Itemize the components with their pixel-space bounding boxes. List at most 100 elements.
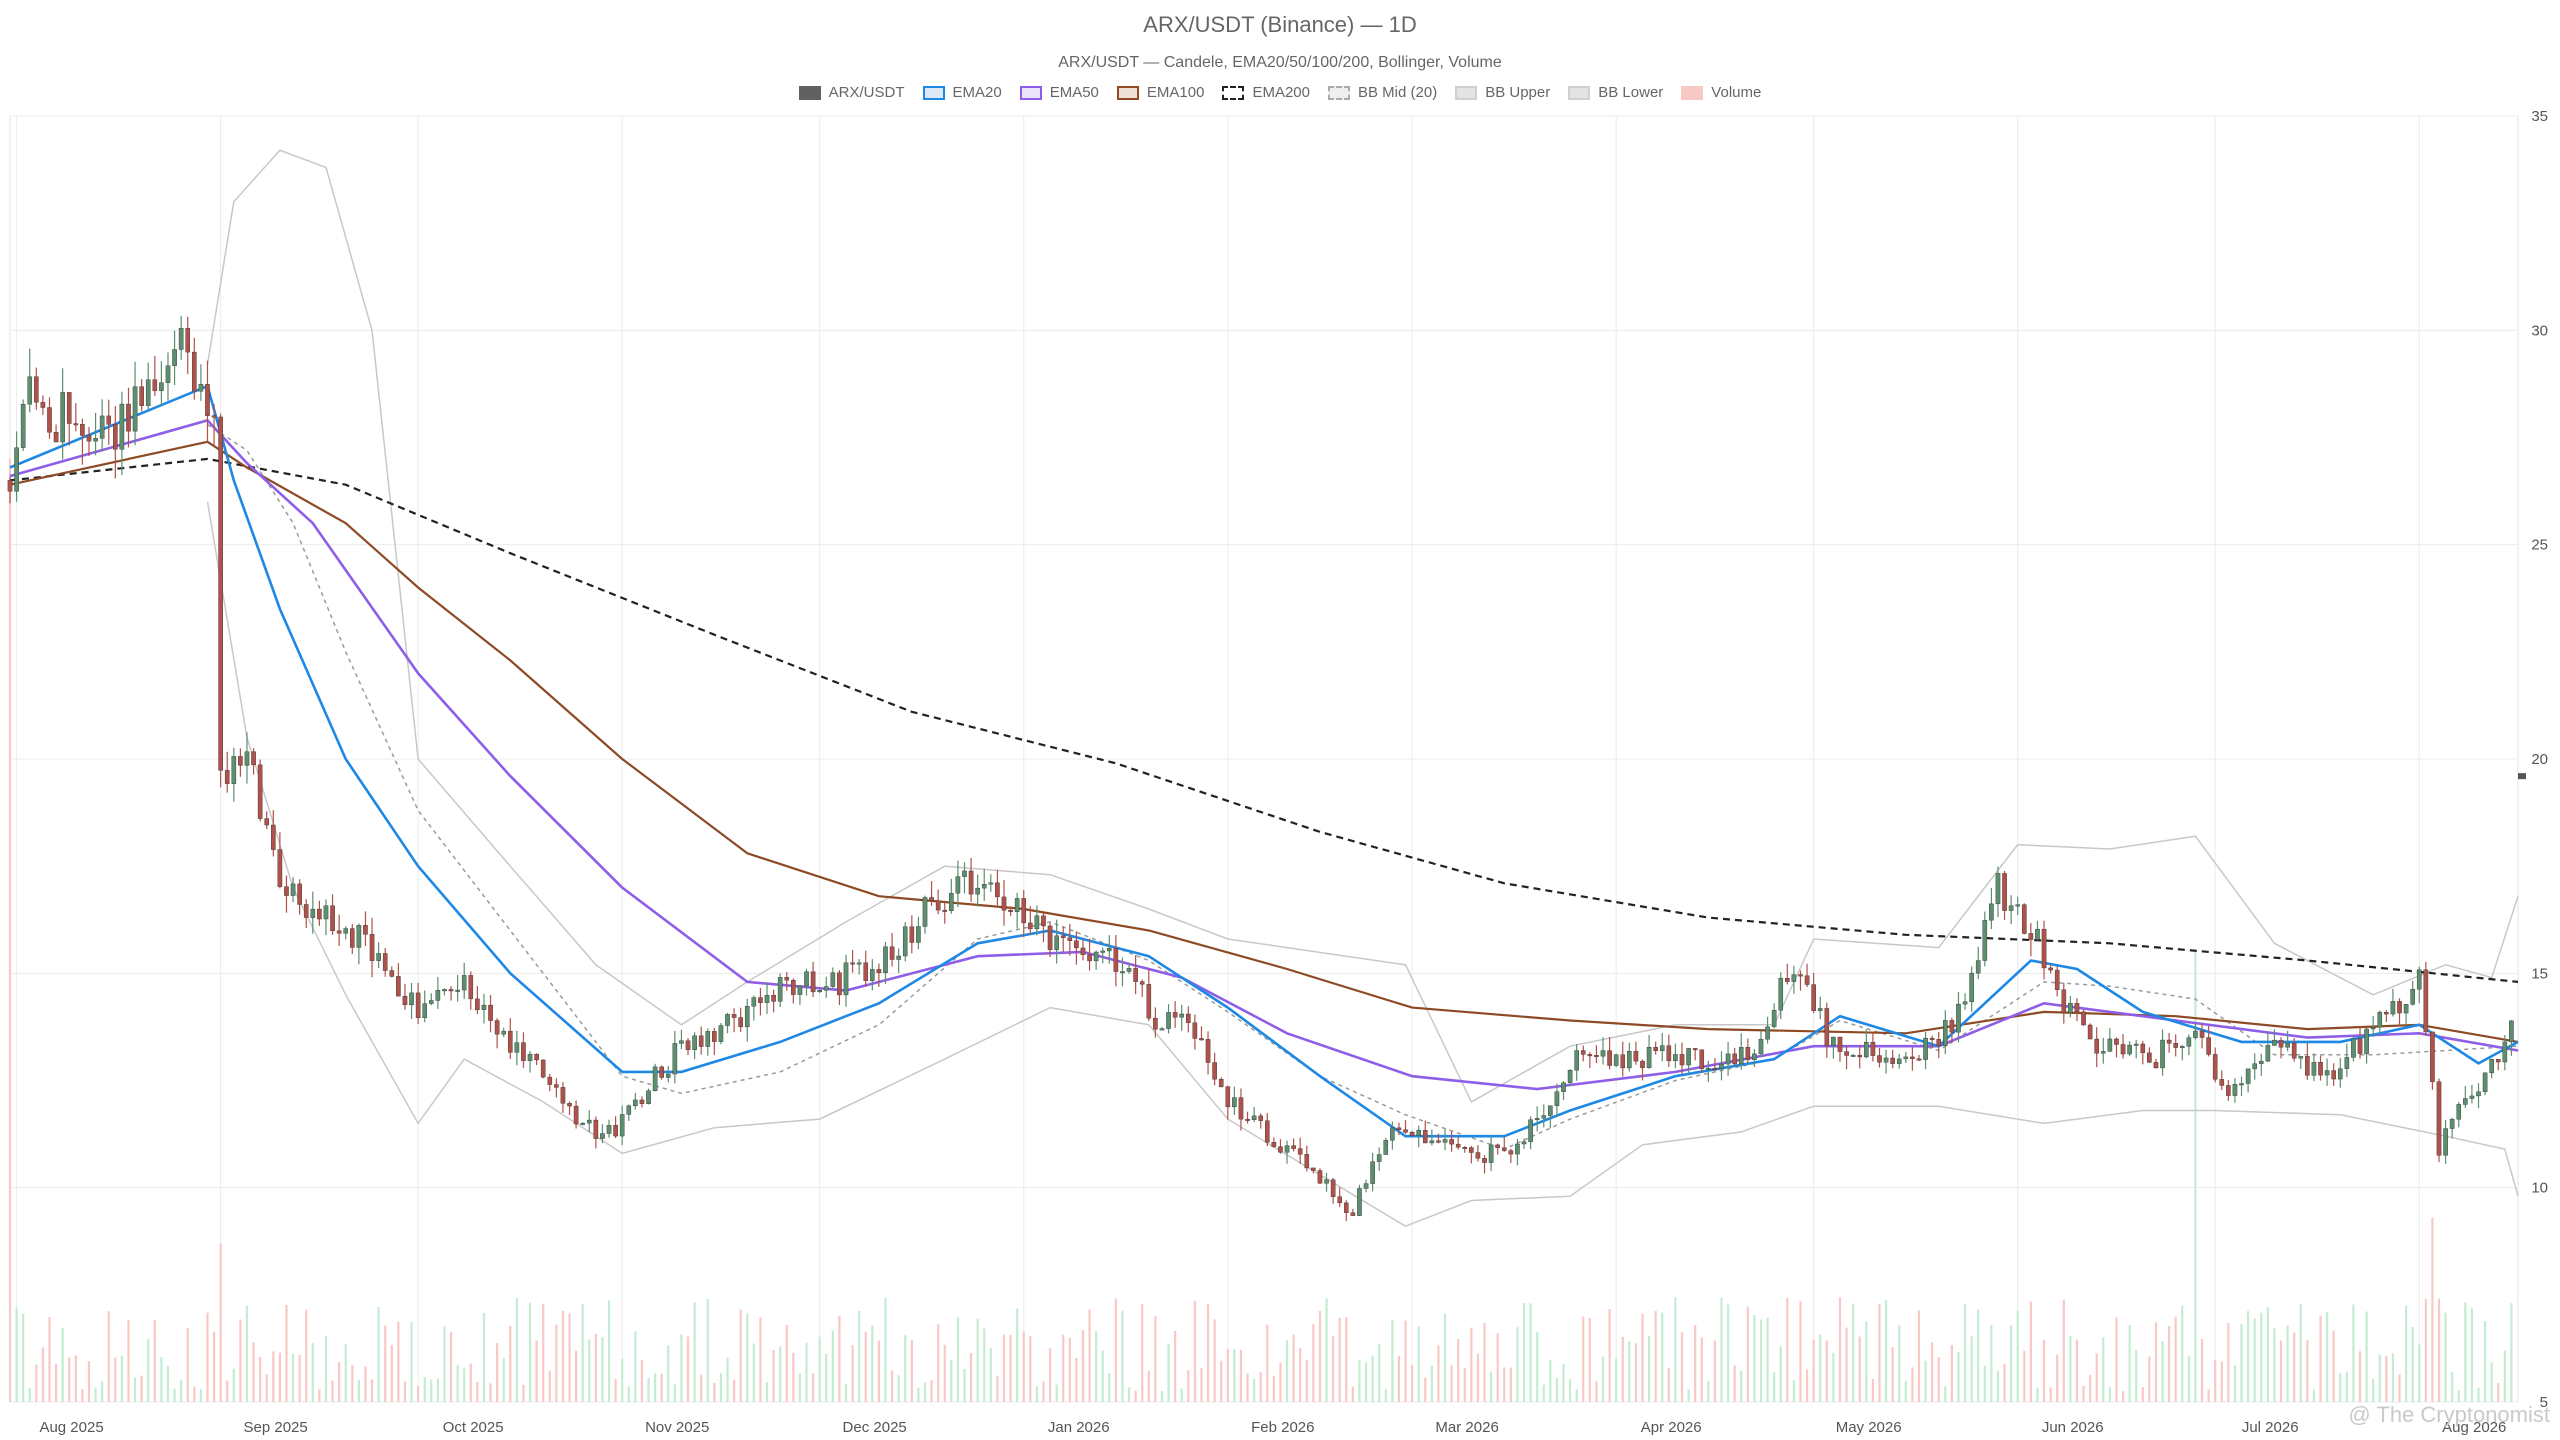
candle-body bbox=[817, 990, 822, 993]
candle-body bbox=[303, 904, 309, 918]
candle bbox=[817, 987, 822, 994]
legend-item-ema200[interactable]: EMA200 bbox=[1222, 84, 1310, 101]
legend-item-volume[interactable]: Volume bbox=[1681, 84, 1761, 101]
candle bbox=[1745, 1038, 1751, 1064]
volume-bar bbox=[390, 1344, 393, 1402]
candle bbox=[1567, 1069, 1573, 1086]
candle bbox=[2298, 1056, 2304, 1069]
candle-body bbox=[554, 1084, 559, 1088]
candle bbox=[2489, 1058, 2494, 1079]
candle bbox=[1146, 969, 1152, 1021]
candle-body bbox=[1422, 1130, 1428, 1144]
candle-body bbox=[731, 1014, 737, 1018]
candle bbox=[2324, 1058, 2330, 1086]
candle bbox=[2226, 1079, 2231, 1101]
candle bbox=[1390, 1121, 1395, 1150]
candle-body bbox=[475, 998, 480, 1010]
candle bbox=[679, 1029, 684, 1050]
candle-body bbox=[2166, 1039, 2172, 1044]
volume-bar bbox=[1391, 1320, 1394, 1402]
candle bbox=[2416, 966, 2422, 1004]
volume-bar bbox=[700, 1374, 703, 1402]
candle bbox=[797, 984, 803, 1005]
candle-body bbox=[264, 818, 270, 826]
candle bbox=[2344, 1043, 2350, 1077]
volume-bar bbox=[693, 1302, 696, 1402]
candle bbox=[547, 1073, 553, 1092]
candle-body bbox=[73, 423, 79, 426]
candle-body bbox=[2041, 928, 2047, 969]
candle-body bbox=[889, 946, 895, 960]
volume-bar bbox=[1299, 1347, 1302, 1402]
candle bbox=[363, 911, 368, 946]
volume-bar bbox=[2339, 1373, 2342, 1402]
candle bbox=[2272, 1029, 2277, 1046]
volume-bar bbox=[2056, 1354, 2059, 1402]
legend-item-ema20[interactable]: EMA20 bbox=[922, 84, 1002, 101]
candle-body bbox=[2463, 1098, 2468, 1105]
candle bbox=[34, 367, 39, 410]
volume-bar bbox=[858, 1310, 861, 1402]
candle-body bbox=[1199, 1038, 1204, 1041]
candle bbox=[1008, 906, 1013, 916]
candle bbox=[981, 868, 987, 901]
volume-bar bbox=[1766, 1317, 1769, 1402]
candle bbox=[1903, 1051, 1909, 1063]
volume-bar bbox=[1397, 1356, 1401, 1402]
candle bbox=[2430, 1031, 2435, 1090]
candle bbox=[27, 348, 33, 413]
legend-item-bb-lower[interactable]: BB Lower bbox=[1568, 84, 1663, 101]
candle bbox=[876, 963, 882, 987]
x-tick-label: Aug 2025 bbox=[39, 1419, 103, 1436]
legend-item-bb-upper[interactable]: BB Upper bbox=[1455, 84, 1550, 101]
legend-item-bb-mid-20[interactable]: BB Mid (20) bbox=[1328, 84, 1437, 101]
candle-body bbox=[896, 955, 901, 960]
volume-bar bbox=[2372, 1378, 2375, 1402]
candle-body bbox=[1929, 1037, 1935, 1040]
volume-bar bbox=[1351, 1386, 1354, 1402]
candle-body bbox=[1153, 1017, 1158, 1030]
candle-body bbox=[1225, 1086, 1231, 1108]
candle-body bbox=[2087, 1024, 2093, 1040]
volume-bar bbox=[989, 1347, 992, 1402]
candle bbox=[1100, 947, 1106, 964]
volume-bar bbox=[1062, 1334, 1065, 1402]
candle bbox=[442, 988, 447, 996]
volume-bar bbox=[1773, 1372, 1776, 1402]
candle-body bbox=[1501, 1147, 1507, 1151]
volume-bar bbox=[2352, 1304, 2355, 1402]
candle bbox=[1936, 1032, 1942, 1059]
volume-bar bbox=[1424, 1377, 1427, 1402]
legend-item-ema100[interactable]: EMA100 bbox=[1116, 84, 1204, 101]
volume-bar bbox=[1417, 1326, 1420, 1402]
candle-body bbox=[1758, 1039, 1764, 1055]
candle bbox=[1580, 1045, 1586, 1062]
legend-item-arx-usdt[interactable]: ARX/USDT bbox=[798, 84, 905, 101]
candle bbox=[1245, 1111, 1250, 1124]
candle bbox=[896, 948, 901, 973]
candle-body bbox=[185, 327, 191, 353]
candle bbox=[1126, 962, 1132, 974]
volume-bar bbox=[509, 1326, 512, 1402]
legend-item-ema50[interactable]: EMA50 bbox=[1019, 84, 1099, 101]
candle-body bbox=[244, 751, 250, 766]
candle-body bbox=[856, 962, 862, 965]
candle bbox=[830, 967, 836, 989]
volume-bar bbox=[1384, 1389, 1387, 1402]
volume-bar bbox=[983, 1328, 986, 1402]
candle bbox=[2463, 1085, 2468, 1108]
legend-label: BB Mid (20) bbox=[1358, 84, 1438, 101]
candle-body bbox=[2173, 1043, 2179, 1048]
volume-bar bbox=[844, 1383, 848, 1402]
volume-bar bbox=[1700, 1337, 1703, 1402]
candle bbox=[1225, 1085, 1231, 1120]
candle bbox=[1455, 1136, 1461, 1150]
candle bbox=[2173, 1034, 2179, 1057]
volume-bar bbox=[1114, 1298, 1117, 1402]
candle bbox=[2443, 1119, 2448, 1165]
volume-bar bbox=[1476, 1353, 1480, 1402]
candle-body bbox=[2232, 1084, 2238, 1096]
volume-bar bbox=[193, 1386, 196, 1402]
candle-body bbox=[1159, 1028, 1165, 1031]
